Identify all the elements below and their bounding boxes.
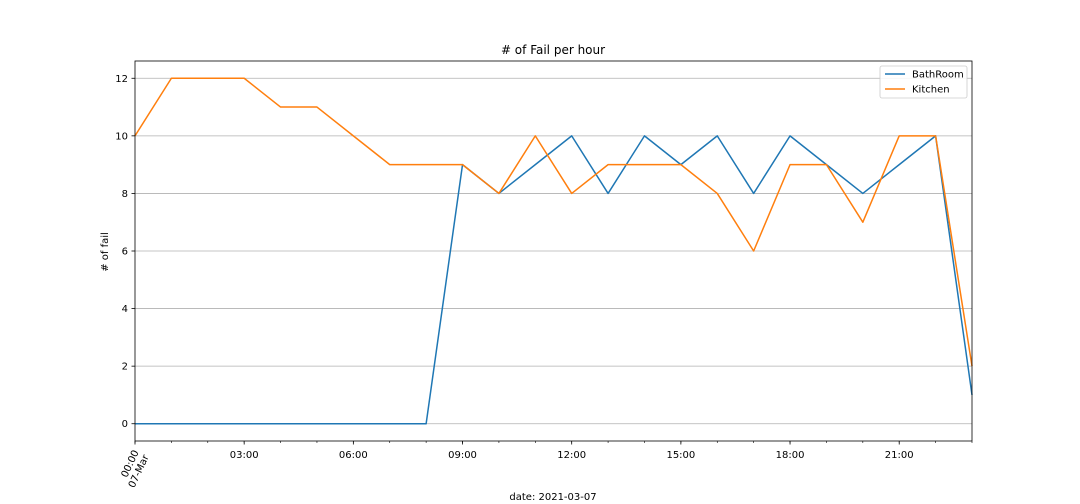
axes	[131, 60, 973, 445]
legend: BathRoom Kitchen	[879, 65, 968, 99]
legend-entry-label: Kitchen	[912, 85, 950, 96]
y-tick-label: 0	[122, 419, 128, 430]
x-axis-label: date: 2021-03-07	[509, 492, 596, 503]
x-tick-label: 09:00	[448, 450, 477, 461]
series-line-kitchen	[134, 77, 973, 367]
x-tick-label: 03:00	[230, 450, 259, 461]
y-tick-label: 2	[122, 362, 128, 373]
y-tick-label: 10	[115, 131, 128, 142]
grid-lines	[135, 77, 972, 425]
x-tick-label: 18:00	[776, 450, 805, 461]
x-tick-label: 12:00	[557, 450, 586, 461]
series-lines	[134, 77, 973, 425]
y-tick-label: 8	[122, 189, 128, 200]
y-tick-label: 6	[122, 247, 128, 258]
x-tick-label: 15:00	[666, 450, 695, 461]
y-axis-label: # of fail	[100, 232, 111, 272]
series-line-bathroom	[135, 135, 973, 425]
x-tick-label: 21:00	[885, 450, 914, 461]
y-tick-label: 12	[115, 74, 128, 85]
x-tick-label: 06:00	[339, 450, 368, 461]
chart-title: # of Fail per hour	[501, 43, 605, 57]
legend-entry-label: BathRoom	[912, 70, 964, 81]
y-tick-label: 4	[122, 304, 128, 315]
plot-frame	[134, 60, 973, 442]
